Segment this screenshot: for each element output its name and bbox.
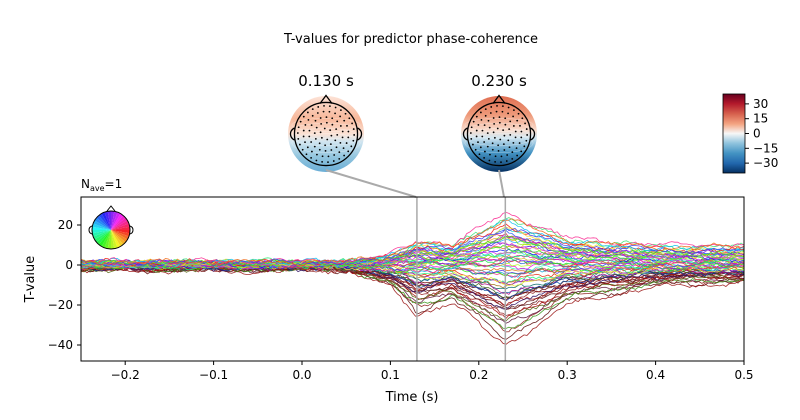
butterfly-plot: −0.2 −0.1 0.0 0.1 0.2 0.3 0.4 0.5 20 0 −20 −40 Tim…: [23, 196, 754, 405]
x-tick-label: 0.3: [558, 368, 577, 382]
x-tick-label: 0.5: [734, 368, 753, 382]
topomap-label: 0.130 s: [298, 72, 354, 90]
topomap-label: 0.230 s: [471, 72, 527, 90]
x-tick-label: 0.2: [469, 368, 488, 382]
topomap-head-icon: [461, 94, 537, 172]
x-tick-label: 0.4: [646, 368, 665, 382]
channel-trace: [81, 261, 744, 285]
topomap-0230: 0.230 s: [461, 72, 537, 172]
connector-line: [498, 169, 505, 198]
x-tick-label: 0.0: [292, 368, 311, 382]
colorbar-tick-label: −30: [753, 156, 778, 170]
channel-trace: [81, 228, 744, 268]
topomap-head-icon: [288, 94, 364, 172]
y-axis-label: T-value: [23, 256, 38, 304]
x-tick-label: −0.2: [111, 368, 140, 382]
channel-trace: [81, 235, 744, 267]
channel-trace: [81, 262, 744, 307]
colorbar-tick-label: 30: [753, 97, 768, 111]
colorbar-gradient: [722, 93, 746, 174]
plot-frame: [80, 196, 745, 362]
colorbar-tick-label: −15: [753, 141, 778, 155]
topomap-0130: 0.130 s: [288, 72, 364, 172]
y-tick-label: 0: [65, 258, 73, 272]
nave-label: Nave=1: [81, 177, 122, 193]
y-tick-label: −40: [48, 338, 73, 352]
connector-line: [325, 169, 417, 198]
colorbar-tick-label: 15: [753, 112, 768, 126]
y-tick-label: 20: [58, 218, 73, 232]
figure-title: T-values for predictor phase-coherence: [283, 32, 538, 47]
channel-trace: [81, 226, 744, 267]
time-connectors: [325, 169, 505, 198]
channel-trace: [81, 235, 744, 268]
x-tick-label: 0.1: [381, 368, 400, 382]
x-axis-label: Time (s): [385, 390, 439, 405]
y-tick-label: −20: [48, 298, 73, 312]
channel-trace: [81, 218, 744, 267]
x-tick-label: −0.1: [199, 368, 228, 382]
colorbar-tick-label: 0: [753, 127, 761, 141]
sensor-legend-icon: [88, 205, 134, 250]
